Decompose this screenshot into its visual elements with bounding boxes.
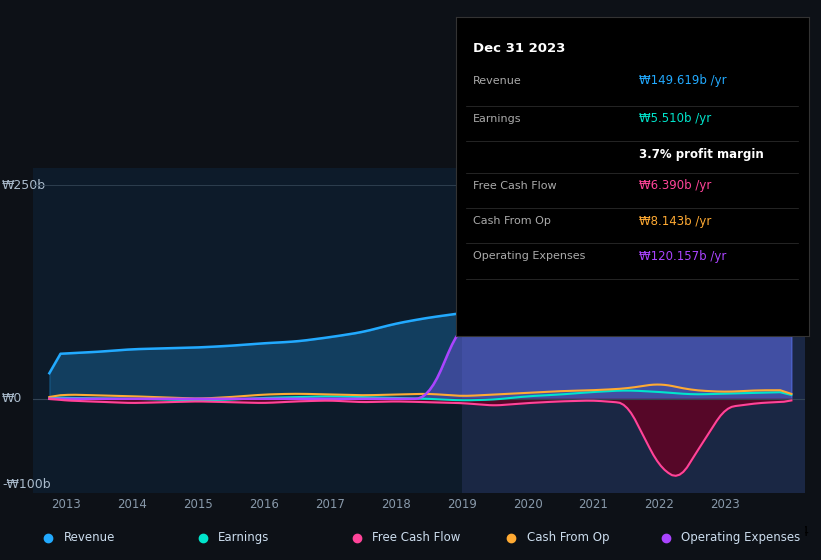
Text: Cash From Op: Cash From Op — [474, 216, 551, 226]
Text: Dec 31 2023: Dec 31 2023 — [474, 43, 566, 55]
Text: ₩149.619b /yr: ₩149.619b /yr — [640, 74, 727, 87]
Text: Free Cash Flow: Free Cash Flow — [474, 181, 557, 191]
Text: 2020: 2020 — [512, 497, 543, 511]
Text: Revenue: Revenue — [64, 531, 115, 544]
Text: 2015: 2015 — [183, 497, 213, 511]
Text: -₩100b: -₩100b — [2, 478, 51, 491]
Text: Earnings: Earnings — [218, 531, 269, 544]
Text: 2021: 2021 — [579, 497, 608, 511]
Text: ₩120.157b /yr: ₩120.157b /yr — [640, 250, 727, 263]
Text: 2017: 2017 — [314, 497, 345, 511]
Text: Earnings: Earnings — [474, 114, 522, 124]
Text: Operating Expenses: Operating Expenses — [474, 251, 585, 261]
Text: Free Cash Flow: Free Cash Flow — [373, 531, 461, 544]
Text: Operating Expenses: Operating Expenses — [681, 531, 800, 544]
Text: 2013: 2013 — [51, 497, 80, 511]
Text: ₩8.143b /yr: ₩8.143b /yr — [640, 214, 712, 227]
Text: 2016: 2016 — [249, 497, 278, 511]
Text: 2019: 2019 — [447, 497, 476, 511]
Text: 3.7% profit margin: 3.7% profit margin — [640, 147, 764, 161]
Bar — [461, 168, 805, 493]
Text: ₩6.390b /yr: ₩6.390b /yr — [640, 179, 712, 193]
Text: 2023: 2023 — [710, 497, 741, 511]
Text: 2022: 2022 — [644, 497, 674, 511]
Text: ₩250b: ₩250b — [2, 179, 46, 192]
Text: ₩5.510b /yr: ₩5.510b /yr — [640, 113, 712, 125]
Text: Cash From Op: Cash From Op — [527, 531, 609, 544]
Text: ₩0: ₩0 — [2, 392, 22, 405]
Text: Revenue: Revenue — [474, 76, 522, 86]
Text: 2018: 2018 — [381, 497, 410, 511]
Text: 2014: 2014 — [117, 497, 147, 511]
